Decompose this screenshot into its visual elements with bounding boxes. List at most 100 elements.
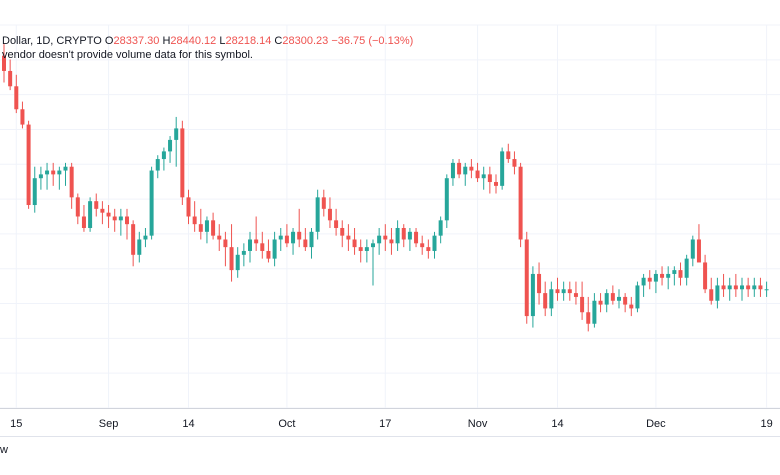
candle-body bbox=[469, 166, 474, 171]
candle-body bbox=[352, 239, 357, 248]
symbol-title[interactable]: Dollar, 1D, CRYPTO bbox=[2, 35, 102, 47]
high-value: 28440.12 bbox=[170, 35, 217, 47]
candle-body bbox=[186, 197, 191, 217]
candle-body bbox=[327, 208, 332, 221]
candle-body bbox=[389, 239, 394, 244]
candle-body bbox=[623, 296, 628, 305]
candle-body bbox=[168, 139, 173, 152]
candle-body bbox=[75, 197, 80, 217]
candle-body bbox=[666, 273, 671, 278]
x-tick-label: 17 bbox=[379, 418, 391, 430]
candle-body bbox=[414, 231, 419, 244]
candle-body bbox=[487, 174, 492, 183]
candle-body bbox=[475, 170, 480, 179]
open-value: 28337.30 bbox=[113, 35, 160, 47]
candle-body bbox=[740, 285, 744, 290]
candle-body bbox=[14, 86, 19, 110]
candle-body bbox=[586, 312, 591, 324]
candle-body bbox=[118, 216, 123, 221]
candle-body bbox=[696, 239, 701, 263]
candle-body bbox=[524, 239, 529, 317]
candle-body bbox=[315, 197, 320, 232]
candle-body bbox=[254, 239, 259, 244]
candle-body bbox=[395, 227, 400, 244]
candle-body bbox=[567, 289, 572, 294]
candle-body bbox=[371, 243, 375, 248]
candle-body bbox=[291, 231, 296, 244]
candle-body bbox=[229, 247, 234, 271]
candle-body bbox=[204, 220, 209, 232]
candle-body bbox=[137, 239, 142, 255]
candle-body bbox=[764, 289, 769, 291]
candle-body bbox=[592, 300, 597, 324]
candle-body bbox=[598, 300, 603, 305]
candle-body bbox=[690, 239, 695, 259]
candle-body bbox=[684, 258, 689, 278]
candle-body bbox=[721, 285, 726, 290]
candle-body bbox=[450, 162, 455, 179]
candle-body bbox=[758, 285, 763, 290]
x-tick-label: Dec bbox=[646, 418, 666, 430]
candle-body bbox=[198, 224, 203, 232]
candle-body bbox=[100, 208, 105, 213]
candle-body bbox=[647, 277, 652, 282]
close-value: 28300.23 bbox=[282, 35, 329, 47]
candle-body bbox=[604, 293, 609, 305]
x-tick-label: 15 bbox=[10, 418, 22, 430]
candle-body bbox=[364, 247, 369, 251]
candle-body bbox=[420, 243, 425, 248]
candle-body bbox=[260, 243, 265, 251]
candle-body bbox=[752, 285, 757, 290]
candle-body bbox=[248, 239, 252, 251]
candle-body bbox=[438, 220, 443, 236]
candle-body bbox=[266, 250, 271, 259]
candle-body bbox=[377, 235, 382, 244]
candle-body bbox=[340, 227, 345, 236]
candle-body bbox=[444, 178, 449, 221]
candle-body bbox=[432, 235, 437, 251]
footer-brand-text[interactable]: w bbox=[0, 444, 8, 456]
candle-body bbox=[555, 289, 560, 294]
candle-body bbox=[125, 216, 129, 225]
candle-body bbox=[334, 220, 339, 228]
candle-body bbox=[149, 170, 154, 236]
candle-body bbox=[727, 285, 732, 290]
close-label: C bbox=[274, 35, 283, 47]
candle-body bbox=[45, 170, 50, 175]
candle-body bbox=[161, 151, 166, 160]
candle-body bbox=[235, 254, 240, 271]
candle-body bbox=[746, 285, 751, 290]
candle-body bbox=[309, 231, 314, 248]
candle-body bbox=[174, 128, 179, 140]
candle-body bbox=[297, 231, 302, 240]
candle-body bbox=[709, 289, 714, 301]
candle-body bbox=[2, 55, 6, 71]
candle-body bbox=[580, 296, 585, 313]
open-label: O bbox=[104, 35, 114, 47]
candle-body bbox=[617, 296, 621, 301]
candle-body bbox=[303, 239, 308, 248]
candle-body bbox=[672, 270, 677, 274]
candle-body bbox=[610, 293, 615, 301]
x-tick-label: 14 bbox=[551, 418, 563, 430]
candle-body bbox=[112, 216, 117, 221]
candle-body bbox=[715, 285, 720, 301]
candle-body bbox=[573, 293, 578, 297]
x-tick-label: 14 bbox=[182, 418, 194, 430]
candle-body bbox=[463, 166, 468, 175]
candle-body bbox=[211, 220, 216, 236]
candle-body bbox=[457, 162, 462, 175]
low-label: L bbox=[219, 35, 226, 47]
candle-body bbox=[241, 250, 246, 255]
candle-body bbox=[500, 151, 505, 186]
candle-body bbox=[407, 231, 412, 240]
candle-body bbox=[223, 239, 228, 248]
candle-body bbox=[537, 273, 542, 294]
candle-body bbox=[155, 159, 160, 171]
candle-body bbox=[481, 174, 486, 179]
candle-body bbox=[192, 216, 197, 225]
candle-body bbox=[678, 270, 683, 278]
candle-body bbox=[57, 170, 62, 175]
candle-body bbox=[94, 201, 99, 209]
